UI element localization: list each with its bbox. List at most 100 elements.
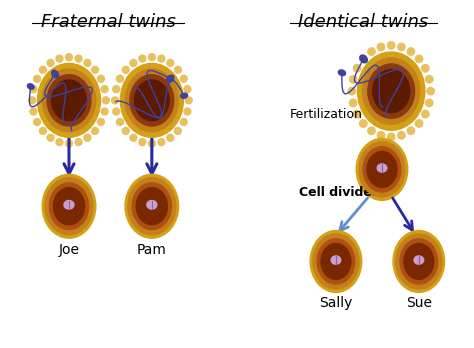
Circle shape bbox=[39, 66, 46, 73]
Ellipse shape bbox=[27, 84, 34, 89]
Ellipse shape bbox=[42, 174, 96, 238]
Circle shape bbox=[387, 133, 395, 141]
Circle shape bbox=[174, 66, 182, 73]
Circle shape bbox=[117, 75, 123, 82]
Circle shape bbox=[415, 120, 423, 127]
Ellipse shape bbox=[132, 183, 172, 230]
Circle shape bbox=[158, 55, 165, 62]
Circle shape bbox=[349, 99, 357, 107]
Ellipse shape bbox=[47, 75, 91, 126]
Circle shape bbox=[368, 127, 375, 134]
Ellipse shape bbox=[377, 164, 387, 172]
Ellipse shape bbox=[363, 58, 420, 124]
Circle shape bbox=[180, 75, 187, 82]
Circle shape bbox=[130, 60, 137, 66]
Circle shape bbox=[360, 55, 367, 63]
Ellipse shape bbox=[135, 80, 169, 121]
Ellipse shape bbox=[137, 188, 167, 225]
Ellipse shape bbox=[360, 55, 367, 63]
Circle shape bbox=[148, 54, 155, 61]
Ellipse shape bbox=[37, 63, 100, 137]
Circle shape bbox=[415, 55, 423, 63]
Ellipse shape bbox=[400, 239, 438, 284]
Ellipse shape bbox=[393, 230, 445, 292]
Circle shape bbox=[139, 139, 146, 145]
Circle shape bbox=[184, 108, 191, 115]
Circle shape bbox=[387, 42, 395, 49]
Ellipse shape bbox=[373, 70, 410, 113]
Ellipse shape bbox=[363, 147, 401, 192]
Ellipse shape bbox=[338, 70, 346, 76]
Ellipse shape bbox=[52, 70, 59, 78]
Circle shape bbox=[56, 139, 63, 145]
Circle shape bbox=[75, 55, 82, 62]
Circle shape bbox=[130, 134, 137, 141]
Circle shape bbox=[47, 134, 54, 141]
Text: Joe: Joe bbox=[58, 243, 80, 257]
Circle shape bbox=[30, 108, 37, 115]
Ellipse shape bbox=[125, 69, 179, 132]
Circle shape bbox=[158, 139, 165, 145]
Circle shape bbox=[360, 120, 367, 127]
Ellipse shape bbox=[357, 52, 425, 130]
Circle shape bbox=[426, 99, 433, 107]
Circle shape bbox=[421, 65, 429, 72]
Ellipse shape bbox=[404, 244, 434, 279]
Ellipse shape bbox=[120, 63, 183, 137]
Ellipse shape bbox=[317, 239, 355, 284]
Circle shape bbox=[354, 65, 361, 72]
Text: Fraternal twins: Fraternal twins bbox=[41, 13, 175, 31]
Circle shape bbox=[398, 132, 405, 139]
Ellipse shape bbox=[396, 234, 442, 289]
Circle shape bbox=[30, 86, 37, 93]
Circle shape bbox=[349, 76, 357, 83]
Circle shape bbox=[174, 127, 182, 134]
Circle shape bbox=[167, 60, 174, 66]
Text: Cell divides: Cell divides bbox=[299, 186, 379, 199]
Ellipse shape bbox=[367, 151, 397, 187]
Circle shape bbox=[98, 118, 104, 125]
Circle shape bbox=[29, 97, 36, 104]
Text: Pam: Pam bbox=[137, 243, 167, 257]
Circle shape bbox=[421, 110, 429, 118]
Text: Identical twins: Identical twins bbox=[299, 13, 428, 31]
Circle shape bbox=[354, 110, 361, 118]
Ellipse shape bbox=[368, 64, 415, 118]
Ellipse shape bbox=[128, 178, 176, 235]
Circle shape bbox=[426, 76, 433, 83]
Text: Fertilization: Fertilization bbox=[290, 108, 363, 121]
Ellipse shape bbox=[54, 188, 84, 225]
Circle shape bbox=[84, 60, 91, 66]
Ellipse shape bbox=[42, 69, 96, 132]
Circle shape bbox=[148, 140, 155, 147]
Ellipse shape bbox=[125, 174, 179, 238]
Circle shape bbox=[167, 134, 174, 141]
Circle shape bbox=[407, 127, 415, 134]
Ellipse shape bbox=[181, 93, 188, 98]
Circle shape bbox=[39, 127, 46, 134]
Circle shape bbox=[122, 66, 129, 73]
Circle shape bbox=[75, 139, 82, 145]
Ellipse shape bbox=[130, 75, 174, 126]
Circle shape bbox=[102, 97, 109, 104]
Circle shape bbox=[407, 48, 415, 55]
Text: Sue: Sue bbox=[406, 296, 432, 310]
Circle shape bbox=[65, 54, 73, 61]
Circle shape bbox=[65, 140, 73, 147]
Ellipse shape bbox=[310, 230, 362, 292]
Ellipse shape bbox=[52, 80, 86, 121]
Ellipse shape bbox=[331, 256, 341, 264]
Circle shape bbox=[47, 60, 54, 66]
Circle shape bbox=[184, 86, 191, 93]
Ellipse shape bbox=[359, 142, 405, 197]
Text: Sally: Sally bbox=[319, 296, 353, 310]
Circle shape bbox=[185, 97, 192, 104]
Circle shape bbox=[398, 43, 405, 51]
Circle shape bbox=[117, 118, 123, 125]
Ellipse shape bbox=[167, 75, 174, 82]
Circle shape bbox=[377, 43, 385, 51]
Ellipse shape bbox=[49, 183, 89, 230]
Circle shape bbox=[91, 127, 99, 134]
Circle shape bbox=[111, 97, 118, 104]
Ellipse shape bbox=[64, 200, 74, 209]
